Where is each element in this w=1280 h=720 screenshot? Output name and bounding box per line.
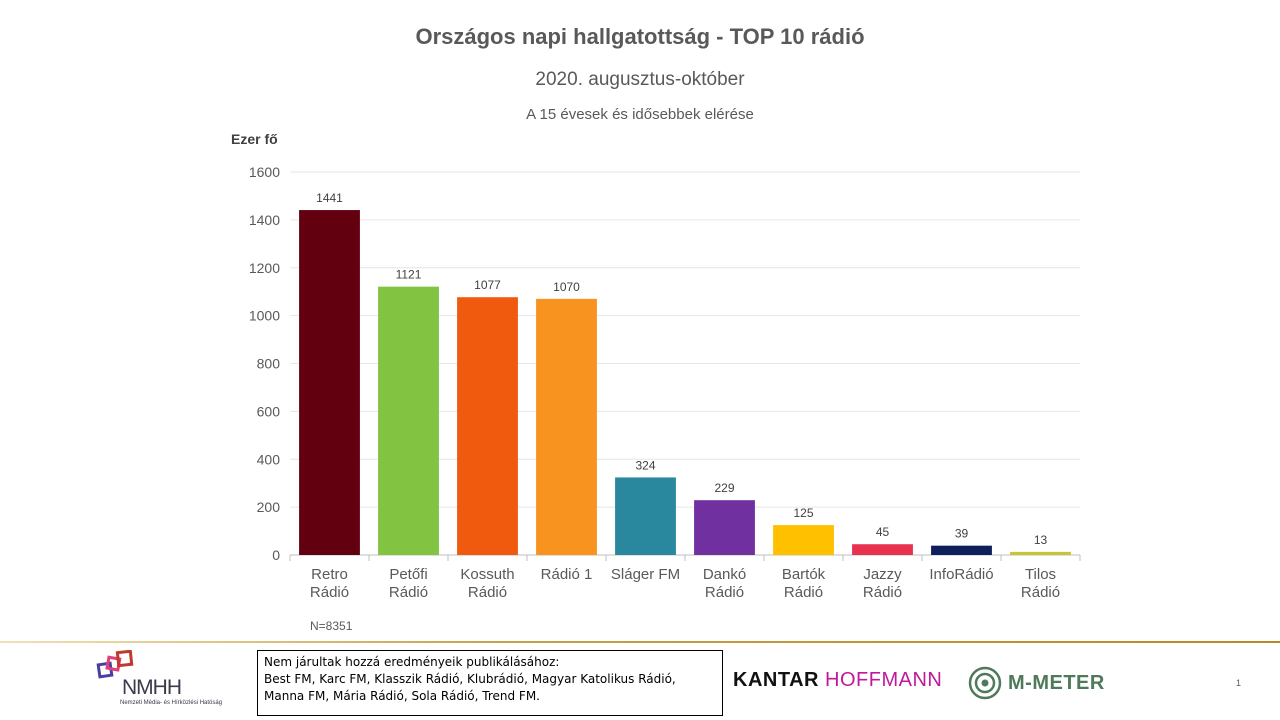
- data-label: 1077: [474, 278, 501, 292]
- x-tick-label: Rádió: [389, 584, 428, 601]
- nmhh-logo-subtext: Nemzeti Média- és Hírközlési Hatóság: [120, 700, 223, 706]
- kantar-logo-part: KANTAR: [733, 669, 819, 691]
- bar-3: [536, 298, 597, 555]
- bar-5: [694, 500, 755, 555]
- y-axis-unit-label: Ezer fő: [231, 131, 278, 147]
- note-line: Best FM, Karc FM, Klasszik Rádió, Klubrá…: [264, 672, 676, 686]
- bar-9: [1010, 551, 1071, 555]
- chart-title: Országos napi hallgatottság - TOP 10 rád…: [415, 24, 865, 49]
- hoffmann-logo-part: HOFFMANN: [825, 669, 943, 691]
- note-line: Nem járultak hozzá eredményeik publikálá…: [264, 655, 560, 669]
- data-label: 125: [793, 506, 813, 520]
- y-tick-label: 1400: [249, 212, 280, 228]
- bar-6: [773, 525, 834, 555]
- data-label: 13: [1034, 533, 1048, 547]
- x-tick-label: Rádió 1: [541, 566, 593, 583]
- y-tick-label: 1600: [249, 164, 280, 180]
- chart-subtitle: 2020. augusztus-október: [535, 69, 745, 90]
- sample-size-note: N=8351: [310, 619, 353, 633]
- x-tick-label: InfoRádió: [929, 566, 993, 583]
- y-tick-label: 600: [257, 403, 281, 419]
- bar-4: [615, 477, 676, 555]
- footer-divider: [0, 641, 1280, 643]
- x-tick-label: Kossuth: [460, 566, 514, 583]
- bar-chart: 020040060080010001200140016001441RetroRá…: [249, 164, 1081, 601]
- non-participants-note: Nem járultak hozzá eredményeik publikálá…: [257, 650, 723, 716]
- data-label: 45: [876, 525, 890, 539]
- x-tick-label: Rádió: [310, 584, 349, 601]
- x-tick-label: Rádió: [705, 584, 744, 601]
- bar-0: [299, 210, 360, 556]
- y-tick-label: 1000: [249, 308, 280, 324]
- data-label: 229: [714, 481, 734, 495]
- bar-8: [931, 545, 992, 555]
- x-tick-label: Rádió: [468, 584, 507, 601]
- data-label: 324: [635, 458, 655, 472]
- data-label: 1121: [396, 268, 422, 282]
- page-number: 1: [1236, 678, 1242, 688]
- nmhh-logo-text: NMHH: [122, 676, 182, 699]
- x-tick-label: Rádió: [1021, 584, 1060, 601]
- x-tick-label: Petőfi: [389, 566, 427, 583]
- y-tick-label: 1200: [249, 260, 280, 276]
- y-tick-label: 0: [272, 547, 280, 563]
- x-tick-label: Jazzy: [863, 566, 902, 583]
- x-tick-label: Rádió: [784, 584, 823, 601]
- x-tick-label: Rádió: [863, 584, 902, 601]
- x-tick-label: Dankó: [703, 566, 746, 583]
- y-tick-label: 400: [257, 451, 281, 467]
- y-tick-label: 800: [257, 356, 281, 372]
- y-tick-label: 200: [257, 499, 281, 515]
- data-label: 1070: [553, 280, 580, 294]
- mmeter-logo-icon: [968, 666, 1002, 700]
- kantar-hoffmann-logo: KANTAR HOFFMANN: [733, 669, 942, 692]
- mmeter-logo-text: M-METER: [1008, 672, 1105, 694]
- bar-7: [852, 544, 913, 555]
- x-tick-label: Sláger FM: [611, 566, 680, 583]
- x-tick-label: Bartók: [782, 566, 826, 583]
- x-tick-label: Tilos: [1025, 566, 1056, 583]
- chart-population-note: A 15 évesek és idősebbek elérése: [526, 106, 754, 123]
- bar-2: [457, 297, 518, 555]
- data-label: 39: [955, 527, 969, 541]
- data-label: 1441: [316, 191, 343, 205]
- note-line: Manna FM, Mária Rádió, Sola Rádió, Trend…: [264, 689, 540, 703]
- bar-1: [378, 286, 439, 555]
- nmhh-logo-icon: [96, 650, 134, 679]
- x-tick-label: Retro: [311, 566, 348, 583]
